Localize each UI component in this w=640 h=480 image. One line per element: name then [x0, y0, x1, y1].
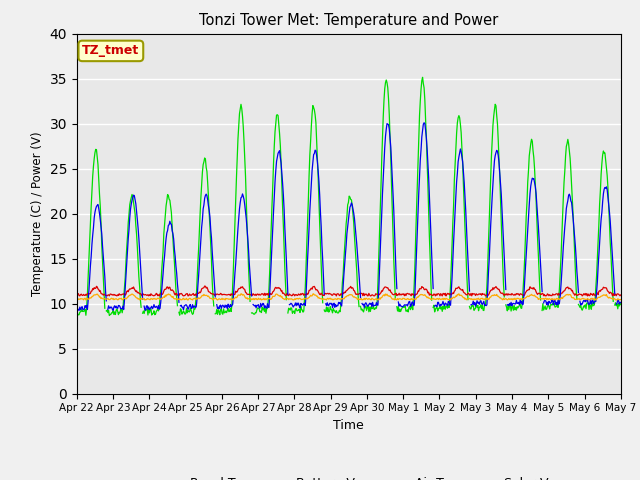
Panel T [83, 305, 90, 311]
X-axis label: Time: Time [333, 419, 364, 432]
Line: Air T: Air T [77, 123, 621, 311]
Line: Solar V: Solar V [77, 294, 621, 300]
Battery V [201, 283, 209, 289]
Air T [83, 303, 90, 309]
Line: Panel T: Panel T [77, 77, 621, 315]
Solar V [139, 296, 147, 301]
Solar V [431, 297, 439, 302]
Solar V [455, 291, 463, 297]
Panel T [431, 306, 439, 312]
Battery V [416, 286, 424, 292]
Solar V [228, 297, 236, 303]
Solar V [194, 296, 202, 302]
Battery V [617, 292, 625, 298]
Air T [223, 306, 231, 312]
Panel T [73, 307, 81, 312]
Solar V [83, 296, 90, 301]
Panel T [416, 112, 424, 118]
Air T [416, 174, 424, 180]
Panel T [223, 307, 231, 313]
Air T [431, 302, 439, 308]
Solar V [617, 297, 625, 302]
Battery V [438, 293, 446, 299]
Battery V [194, 290, 202, 296]
Battery V [139, 290, 147, 296]
Panel T [195, 246, 202, 252]
Air T [617, 300, 625, 305]
Panel T [617, 302, 625, 308]
Battery V [223, 292, 231, 298]
Solar V [416, 292, 424, 298]
Solar V [223, 296, 230, 301]
Y-axis label: Temperature (C) / Power (V): Temperature (C) / Power (V) [31, 132, 44, 296]
Panel T [140, 308, 147, 314]
Battery V [73, 291, 81, 297]
Text: TZ_tmet: TZ_tmet [82, 44, 140, 58]
Title: Tonzi Tower Met: Temperature and Power: Tonzi Tower Met: Temperature and Power [199, 13, 499, 28]
Air T [73, 307, 81, 313]
Battery V [83, 292, 90, 298]
Air T [195, 273, 202, 279]
Legend: Panel T, Battery V, Air T, Solar V: Panel T, Battery V, Air T, Solar V [144, 472, 554, 480]
Battery V [431, 293, 439, 299]
Solar V [73, 295, 81, 301]
Line: Battery V: Battery V [77, 286, 621, 296]
